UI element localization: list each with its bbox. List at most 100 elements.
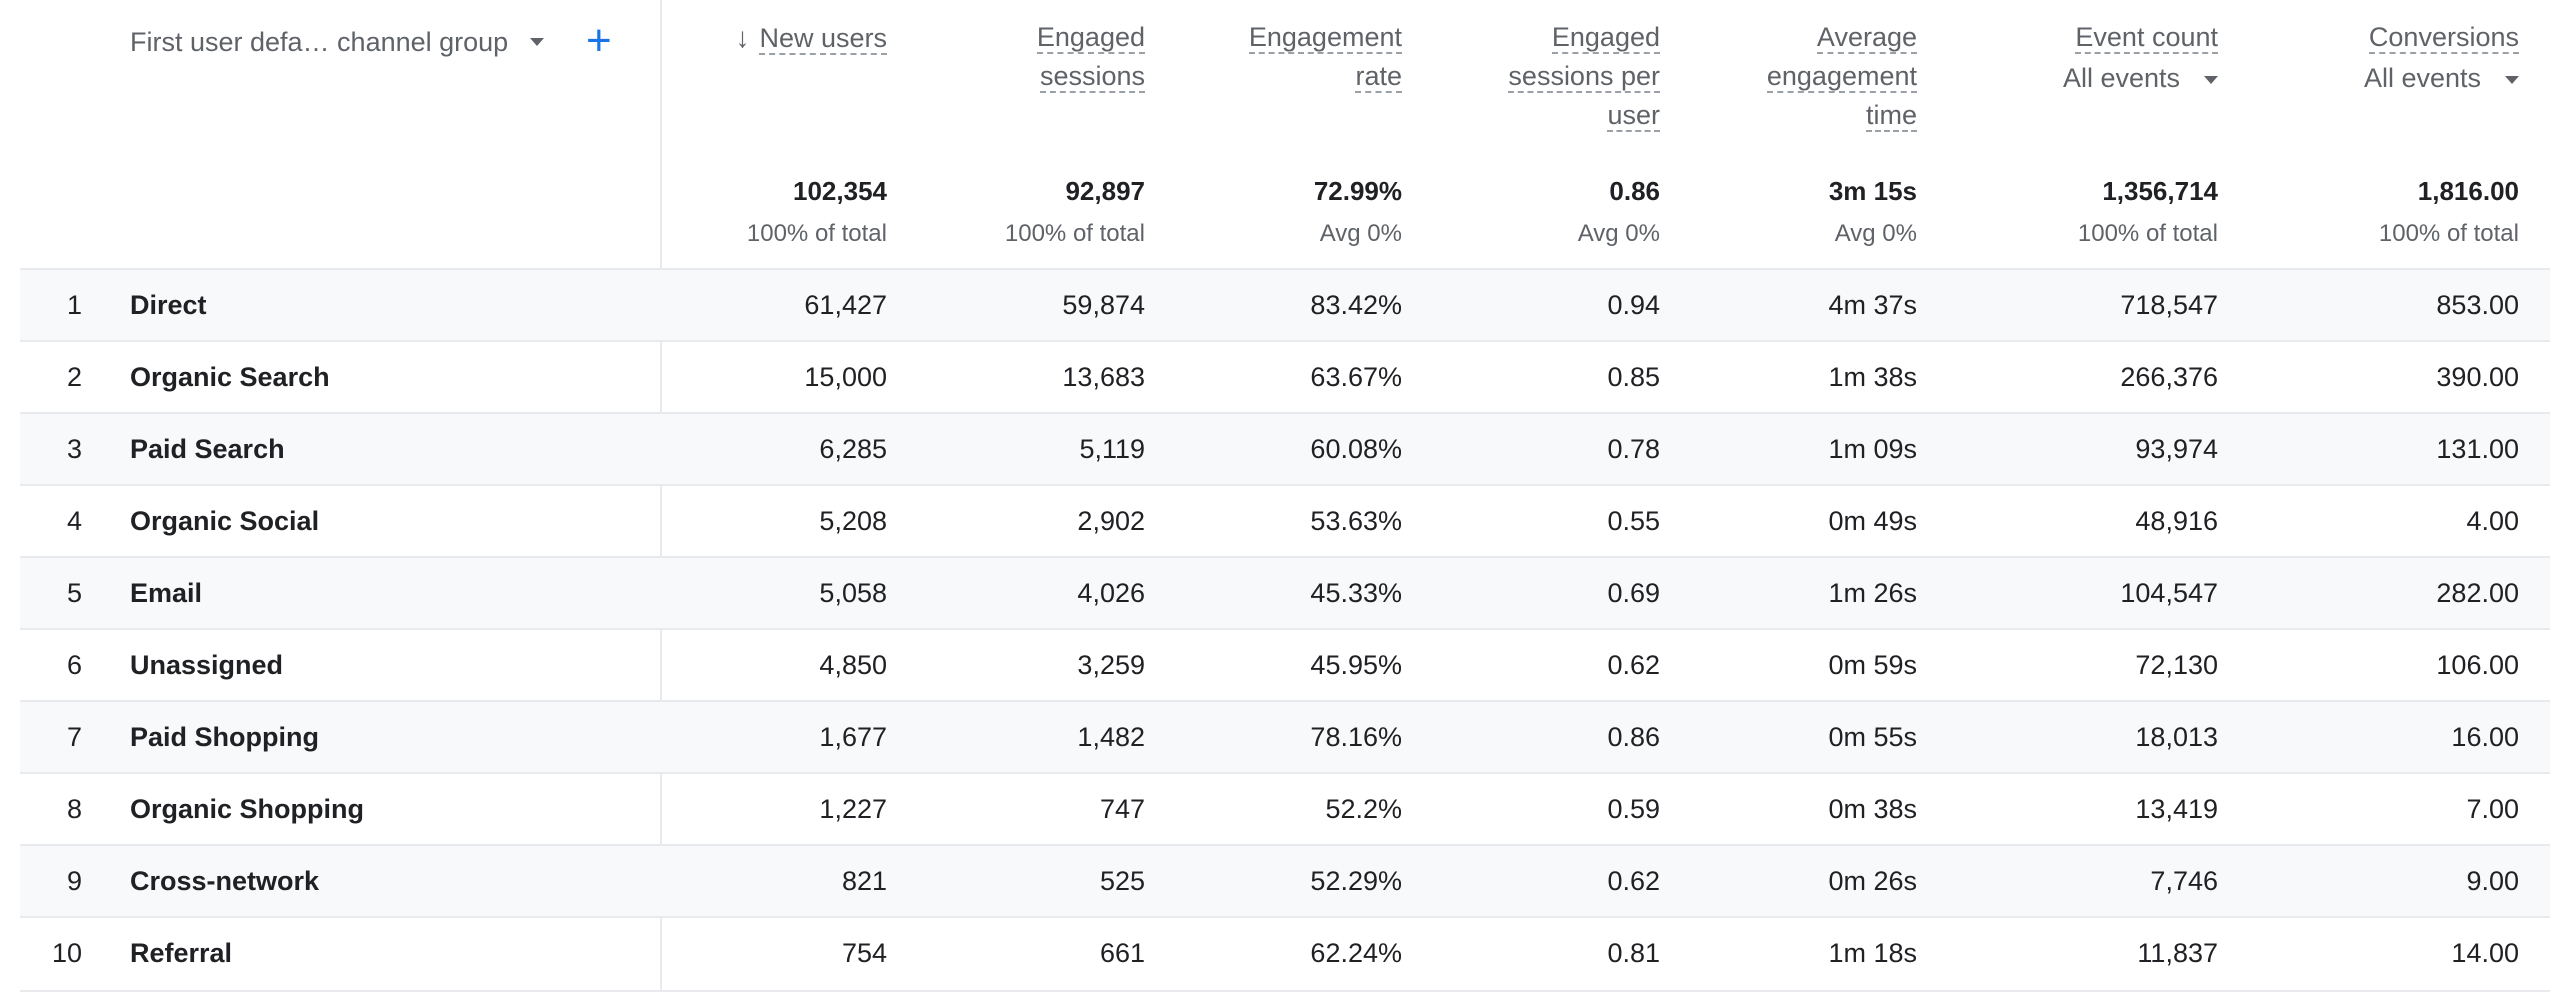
- chevron-down-icon[interactable]: [530, 38, 545, 46]
- column-header-text: Engaged: [1551, 22, 1660, 54]
- column-header-event-count[interactable]: Event count All events: [2063, 18, 2218, 98]
- total-value: 72.99%: [1313, 176, 1402, 206]
- cell-engaged-per-user: 0.59: [1607, 794, 1660, 824]
- row-index: 4: [66, 506, 82, 536]
- table-row[interactable]: 7 Paid Shopping 1,677 1,482 78.16% 0.86 0m 55s…: [20, 700, 2550, 774]
- total-value: 3m 15s: [1828, 176, 1917, 206]
- cell-engaged-sessions: 59,874: [1062, 290, 1145, 320]
- cell-engaged-sessions: 661: [1099, 938, 1145, 968]
- cell-engaged-per-user: 0.78: [1607, 434, 1660, 464]
- column-divider: [660, 0, 662, 990]
- total-subtext: Avg 0%: [1577, 220, 1660, 247]
- column-header-text: time: [1865, 100, 1917, 132]
- channel-name: Referral: [130, 938, 233, 968]
- table-row[interactable]: 6 Unassigned 4,850 3,259 45.95% 0.62 0m 59s 72,…: [20, 628, 2550, 702]
- cell-engagement-rate: 63.67%: [1310, 362, 1402, 392]
- cell-engaged-per-user: 0.94: [1607, 290, 1660, 320]
- cell-new-users: 6,285: [819, 434, 887, 464]
- column-header-avg-time[interactable]: Average engagement time: [1766, 18, 1917, 135]
- column-header-text: sessions per: [1508, 61, 1660, 93]
- cell-engagement-rate: 53.63%: [1310, 506, 1402, 536]
- row-index: 2: [66, 362, 82, 392]
- cell-new-users: 15,000: [804, 362, 887, 392]
- cell-engaged-per-user: 0.85: [1607, 362, 1660, 392]
- column-header-conversions[interactable]: Conversions All events: [2364, 18, 2519, 98]
- add-dimension-button[interactable]: +: [586, 16, 612, 65]
- total-value: 0.86: [1609, 176, 1660, 206]
- total-subtext: 100% of total: [746, 220, 887, 247]
- cell-new-users: 61,427: [804, 290, 887, 320]
- cell-conversions: 16.00: [2451, 722, 2519, 752]
- column-header-engagement-rate[interactable]: Engagement rate: [1248, 18, 1402, 96]
- row-index: 6: [66, 650, 82, 680]
- cell-engaged-per-user: 0.55: [1607, 506, 1660, 536]
- cell-new-users: 1,227: [819, 794, 887, 824]
- cell-avg-time: 1m 18s: [1828, 938, 1917, 968]
- channel-name: Organic Shopping: [130, 794, 364, 824]
- cell-engagement-rate: 52.2%: [1325, 794, 1402, 824]
- table-row[interactable]: 8 Organic Shopping 1,227 747 52.2% 0.59 0m 38s…: [20, 772, 2550, 846]
- column-header-text: user: [1607, 100, 1660, 132]
- table-bottom-divider: [20, 990, 2550, 992]
- cell-engagement-rate: 83.42%: [1310, 290, 1402, 320]
- column-header-engaged-sessions[interactable]: Engaged sessions: [1036, 18, 1145, 96]
- chevron-down-icon[interactable]: [2204, 75, 2218, 84]
- cell-new-users: 5,208: [819, 506, 887, 536]
- table-row[interactable]: 4 Organic Social 5,208 2,902 53.63% 0.55 0m 49…: [20, 484, 2550, 558]
- cell-engaged-sessions: 3,259: [1077, 650, 1145, 680]
- table-row[interactable]: 5 Email 5,058 4,026 45.33% 0.69 1m 26s 104,547 2…: [20, 556, 2550, 630]
- cell-event-count: 104,547: [2120, 578, 2218, 608]
- cell-conversions: 14.00: [2451, 938, 2519, 968]
- channel-name: Organic Search: [130, 362, 330, 392]
- table-row[interactable]: 10 Referral 754 661 62.24% 0.81 1m 18s 11,837 14…: [20, 916, 2550, 990]
- channel-name: Unassigned: [130, 650, 284, 680]
- cell-engaged-per-user: 0.69: [1607, 578, 1660, 608]
- cell-event-count: 7,746: [2150, 866, 2218, 896]
- cell-conversions: 390.00: [2436, 362, 2519, 392]
- cell-avg-time: 1m 38s: [1828, 362, 1917, 392]
- cell-engaged-per-user: 0.86: [1607, 722, 1660, 752]
- row-index: 9: [66, 866, 82, 896]
- cell-event-count: 718,547: [2120, 290, 2218, 320]
- column-header-engaged-per-user[interactable]: Engaged sessions per user: [1508, 18, 1660, 135]
- chevron-down-icon[interactable]: [2505, 75, 2519, 84]
- cell-avg-time: 0m 38s: [1828, 794, 1917, 824]
- cell-engaged-sessions: 13,683: [1062, 362, 1145, 392]
- total-subtext: Avg 0%: [1834, 220, 1917, 247]
- metric-filter-dropdown[interactable]: All events: [2063, 59, 2218, 98]
- table-row[interactable]: 1 Direct 61,427 59,874 83.42% 0.94 4m 37s 718,5…: [20, 268, 2550, 342]
- table-row[interactable]: 3 Paid Search 6,285 5,119 60.08% 0.78 1m 09s 93…: [20, 412, 2550, 486]
- column-header-text: Average: [1816, 22, 1917, 54]
- cell-conversions: 4.00: [2466, 506, 2519, 536]
- cell-avg-time: 1m 09s: [1828, 434, 1917, 464]
- table-row[interactable]: 2 Organic Search 15,000 13,683 63.67% 0.85 1m …: [20, 340, 2550, 414]
- table-row[interactable]: 9 Cross-network 821 525 52.29% 0.62 0m 26s 7,74…: [20, 844, 2550, 918]
- total-value: 1,356,714: [2102, 176, 2218, 206]
- cell-new-users: 5,058: [819, 578, 887, 608]
- total-value: 92,897: [1065, 176, 1145, 206]
- cell-new-users: 821: [841, 866, 887, 896]
- cell-conversions: 282.00: [2436, 578, 2519, 608]
- cell-new-users: 4,850: [819, 650, 887, 680]
- cell-engaged-per-user: 0.62: [1607, 866, 1660, 896]
- cell-event-count: 72,130: [2135, 650, 2218, 680]
- cell-engaged-per-user: 0.81: [1607, 938, 1660, 968]
- row-index: 10: [51, 938, 82, 968]
- cell-event-count: 48,916: [2135, 506, 2218, 536]
- cell-avg-time: 0m 49s: [1828, 506, 1917, 536]
- channel-name: Paid Search: [130, 434, 285, 464]
- cell-engagement-rate: 52.29%: [1310, 866, 1402, 896]
- dimension-selector[interactable]: First user defa… channel group: [130, 22, 545, 62]
- column-header-new-users[interactable]: ↓ New users: [735, 18, 887, 58]
- cell-new-users: 754: [841, 938, 887, 968]
- cell-engagement-rate: 78.16%: [1310, 722, 1402, 752]
- sort-descending-icon[interactable]: ↓: [735, 22, 750, 53]
- metric-filter-dropdown[interactable]: All events: [2364, 59, 2519, 98]
- channel-name: Cross-network: [130, 866, 320, 896]
- dimension-label: First user defa… channel group: [130, 26, 509, 57]
- row-index: 5: [66, 578, 82, 608]
- cell-engaged-per-user: 0.62: [1607, 650, 1660, 680]
- total-value: 102,354: [793, 176, 887, 206]
- cell-avg-time: 0m 59s: [1828, 650, 1917, 680]
